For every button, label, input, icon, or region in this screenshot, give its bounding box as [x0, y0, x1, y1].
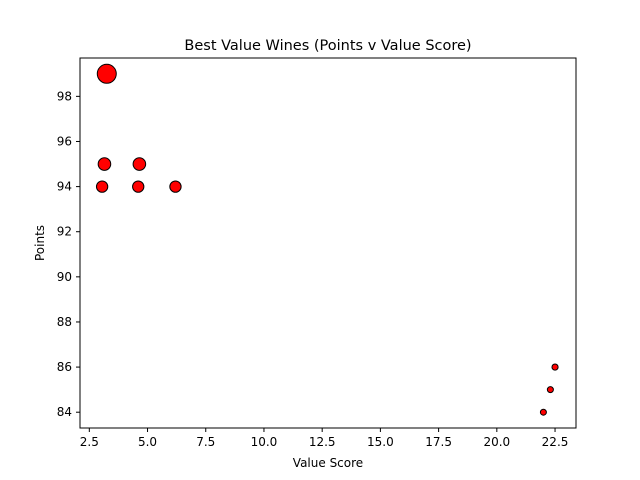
- data-point: [132, 157, 147, 171]
- data-point: [551, 363, 559, 371]
- x-tick-label: 5.0: [138, 435, 157, 449]
- y-axis-label: Points: [33, 225, 47, 261]
- y-tick-label: 86: [57, 360, 72, 374]
- x-tick-label: 12.5: [309, 435, 336, 449]
- x-axis-label: Value Score: [293, 456, 363, 470]
- data-point: [95, 180, 109, 193]
- points-layer: [95, 63, 559, 416]
- data-point: [169, 180, 182, 193]
- plot-frame: [79, 57, 577, 429]
- y-tick-label: 92: [57, 225, 72, 239]
- data-point: [546, 386, 554, 394]
- x-tick-label: 20.0: [483, 435, 510, 449]
- y-tick-label: 84: [57, 405, 72, 419]
- y-tick-label: 94: [57, 180, 72, 194]
- x-tick-label: 10.0: [251, 435, 278, 449]
- y-tick-label: 96: [57, 134, 72, 148]
- x-tick-label: 17.5: [425, 435, 452, 449]
- data-point: [132, 180, 145, 193]
- chart-title: Best Value Wines (Points v Value Score): [184, 38, 471, 54]
- x-tick-label: 2.5: [80, 435, 99, 449]
- x-tick-label: 7.5: [196, 435, 215, 449]
- y-axis: 84 86 88 90 92 94 96 98: [57, 89, 80, 419]
- x-tick-label: 15.0: [367, 435, 394, 449]
- y-tick-label: 88: [57, 315, 72, 329]
- y-tick-label: 90: [57, 270, 72, 284]
- data-point: [96, 63, 117, 84]
- data-point: [539, 408, 547, 416]
- y-tick-label: 98: [57, 89, 72, 103]
- x-axis: 2.5 5.0 7.5 10.0 12.5 15.0 17.5 20.0 22.5: [80, 428, 569, 449]
- x-tick-label: 22.5: [542, 435, 569, 449]
- data-point: [97, 157, 112, 171]
